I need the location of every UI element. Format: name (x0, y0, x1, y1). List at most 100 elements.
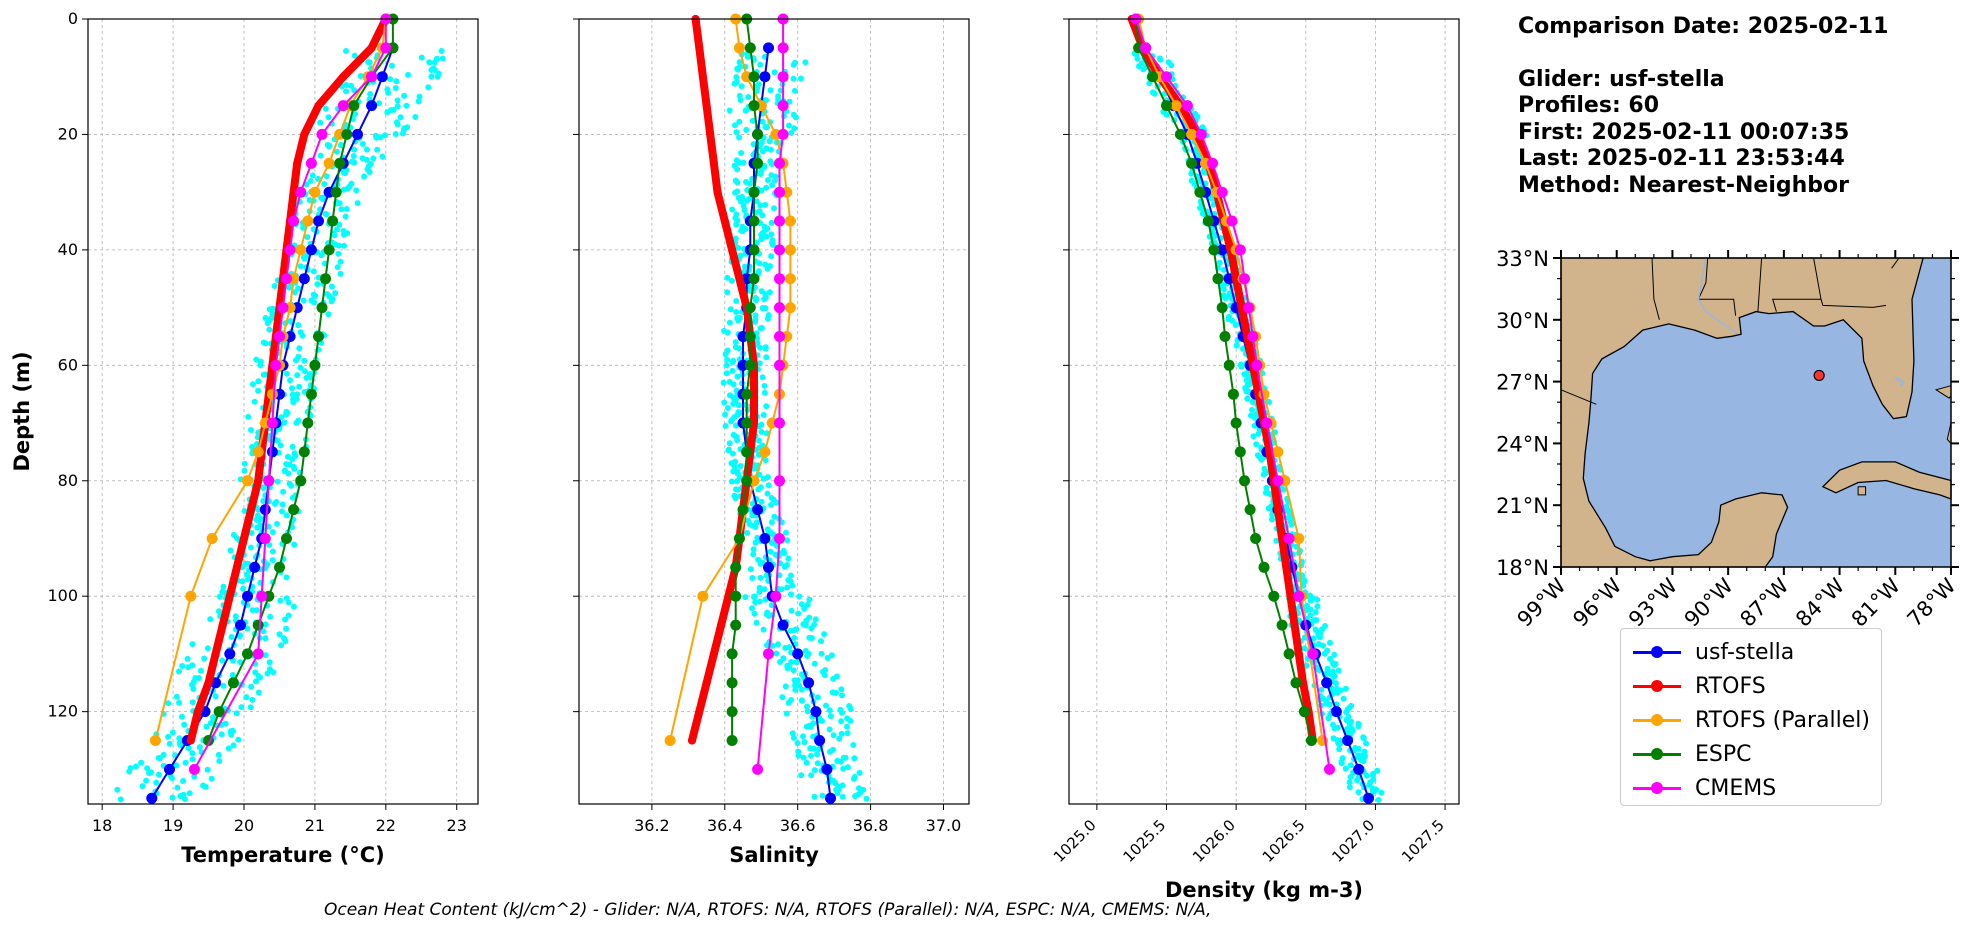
glider-data-point (759, 374, 766, 381)
series-marker-4 (774, 475, 785, 487)
glider-data-point (737, 252, 744, 259)
glider-data-point (248, 530, 255, 536)
glider-data-point (738, 83, 745, 90)
glider-data-point (319, 196, 326, 203)
series-marker-2 (323, 157, 335, 169)
glider-data-point (761, 296, 768, 303)
glider-data-point (1334, 689, 1341, 696)
glider-data-point (379, 153, 386, 160)
glider-data-point (839, 692, 845, 699)
glider-data-point (753, 619, 760, 626)
glider-data-point (1340, 695, 1347, 702)
glider-data-point (795, 610, 802, 617)
glider-data-point (1346, 784, 1353, 791)
glider-data-point (736, 134, 743, 141)
glider-data-point (734, 470, 741, 477)
glider-data-point (425, 84, 432, 91)
glider-data-point (382, 132, 389, 139)
glider-data-point (317, 152, 324, 159)
glider-data-point (189, 756, 196, 763)
glider-data-point (301, 357, 308, 364)
glider-data-point (1328, 671, 1335, 678)
series-marker-0 (1342, 735, 1354, 746)
series-marker-4 (774, 302, 785, 314)
glider-data-point (331, 232, 338, 239)
glider-data-point (288, 482, 295, 489)
series-marker-4 (259, 533, 271, 544)
glider-data-point (730, 450, 736, 457)
legend-item-usf-stella: usf-stella (1629, 635, 1881, 669)
glider-data-point (390, 106, 397, 113)
glider-data-point (729, 206, 736, 213)
glider-data-point (804, 703, 811, 710)
glider-data-point (793, 659, 800, 666)
glider-data-point (1312, 609, 1319, 616)
glider-data-point (244, 625, 251, 632)
series-marker-0 (1363, 792, 1374, 804)
glider-data-point (724, 405, 731, 411)
series-marker-0 (313, 215, 324, 227)
glider-data-point (752, 599, 759, 606)
glider-data-point (335, 250, 342, 257)
series-marker-3 (1186, 157, 1198, 169)
glider-data-point (220, 682, 227, 689)
series-marker-4 (1161, 71, 1172, 83)
legend-label: ESPC (1695, 741, 1752, 767)
glider-data-point (757, 484, 764, 491)
glider-data-point (415, 98, 422, 105)
glider-data-point (762, 345, 769, 352)
glider-data-point (728, 277, 735, 284)
glider-data-point (250, 381, 256, 388)
legend-swatch (1629, 676, 1685, 696)
glider-data-point (289, 494, 296, 501)
glider-data-point (1314, 596, 1321, 603)
last-time: Last: 2025-02-11 23:53:44 (1518, 146, 1845, 171)
glider-data-point (377, 134, 384, 141)
glider-data-point (762, 291, 769, 298)
series-marker-3 (320, 273, 331, 285)
series-marker-3 (242, 648, 253, 660)
glider-data-point (216, 593, 223, 600)
glider-data-point (749, 117, 756, 124)
glider-data-point (767, 548, 774, 555)
glider-data-point (177, 742, 184, 749)
glider-data-point (758, 498, 765, 505)
glider-data-point (786, 98, 793, 105)
series-marker-3 (1230, 417, 1242, 429)
glider-data-point (741, 207, 748, 214)
glider-data-point (280, 488, 287, 495)
glider-data-point (1197, 204, 1204, 211)
series-marker-4 (366, 71, 378, 83)
series-marker-0 (821, 763, 833, 775)
series-marker-3 (726, 677, 738, 689)
glider-data-point (418, 54, 425, 61)
series-marker-2 (185, 590, 197, 602)
glider-data-point (240, 585, 247, 592)
series-marker-0 (1216, 244, 1228, 256)
series-marker-3 (295, 475, 307, 487)
glider-data-point (431, 59, 438, 66)
glider-data-point (139, 783, 146, 790)
glider-data-point (247, 704, 254, 711)
glider-data-point (756, 588, 763, 595)
series-marker-0 (376, 71, 388, 83)
glider-data-point (337, 258, 344, 265)
series-marker-4 (774, 417, 785, 429)
glider-data-point (439, 55, 446, 62)
glider-data-point (736, 118, 743, 125)
glider-data-point (740, 159, 747, 166)
glider-data-point (283, 370, 290, 377)
series-marker-3 (327, 215, 339, 227)
series-marker-3 (730, 619, 742, 631)
glider-data-point (173, 762, 180, 769)
glider-data-point (392, 85, 399, 91)
series-marker-3 (1244, 504, 1256, 516)
glider-data-point (1241, 371, 1248, 378)
series-marker-1 (695, 43, 704, 52)
glider-data-point (721, 399, 728, 406)
series-marker-0 (752, 504, 764, 516)
glider-data-point (728, 478, 735, 485)
glider-data-point (742, 107, 749, 114)
glider-data-point (743, 197, 750, 204)
glider-data-point (236, 633, 243, 640)
